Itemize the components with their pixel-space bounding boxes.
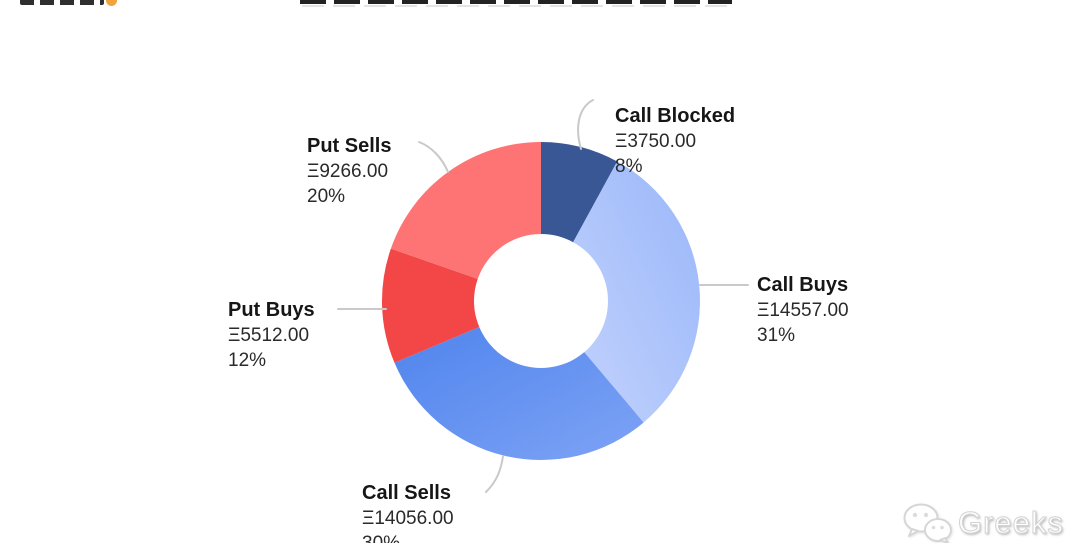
leader-call-blocked — [577, 99, 594, 150]
slice-label-call-sells: Call Sells Ξ14056.00 30% — [362, 481, 454, 543]
slice-value: Ξ14056.00 — [362, 508, 454, 529]
slice-value: Ξ3750.00 — [615, 131, 697, 152]
slice-name: Call Buys — [757, 274, 849, 296]
leader-call-sells — [485, 455, 504, 493]
slice-percent: 20% — [307, 186, 346, 207]
logo-accent-dot — [106, 0, 117, 6]
slice-call-sells — [394, 327, 644, 461]
slice-name: Put Sells — [307, 135, 392, 157]
slice-put-sells — [390, 142, 541, 279]
slice-put-buys — [382, 248, 480, 363]
page-title-fragment — [300, 0, 732, 4]
slice-label-put-sells: Put Sells Ξ9266.00 20% — [307, 134, 391, 209]
slice-value: Ξ14557.00 — [757, 300, 849, 321]
slice-value: Ξ5512.00 — [228, 325, 310, 346]
slice-call-buys — [573, 161, 700, 423]
slice-label-call-buys: Call Buys Ξ14557.00 31% — [757, 273, 849, 348]
slice-name: Call Blocked — [615, 105, 736, 127]
slice-name: Put Buys — [228, 299, 315, 321]
slice-call-blocked — [541, 142, 618, 243]
slice-percent: 12% — [228, 350, 267, 371]
page-title-fragment-shadow — [302, 5, 730, 7]
watermark-text: Greeks — [958, 505, 1064, 541]
slice-percent: 30% — [362, 531, 454, 543]
slice-value: Ξ9266.00 — [307, 161, 389, 182]
leader-put-sells — [418, 141, 449, 173]
logo-fragment — [20, 0, 104, 5]
slice-percent: 31% — [757, 325, 796, 346]
wechat-icon — [903, 503, 952, 543]
slice-label-call-blocked: Call Blocked Ξ3750.00 8% — [615, 104, 735, 179]
watermark: Greeks — [902, 503, 1064, 543]
slice-label-put-buys: Put Buys Ξ5512.00 12% — [228, 298, 315, 373]
slice-name: Call Sells — [362, 482, 451, 504]
slice-percent: 8% — [615, 156, 643, 177]
